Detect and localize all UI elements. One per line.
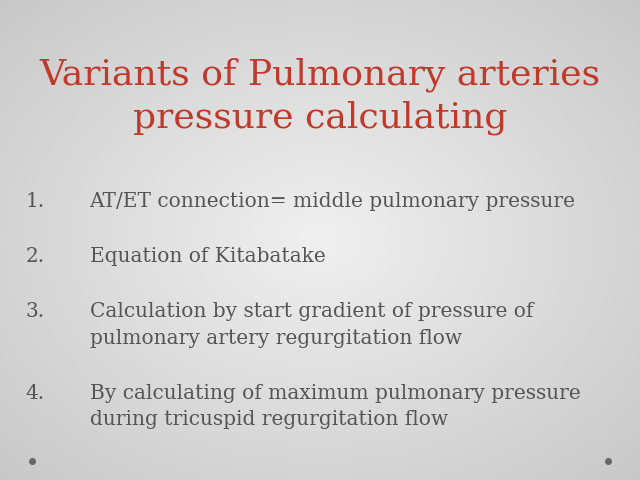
Text: 3.: 3. bbox=[26, 302, 45, 322]
Text: 2.: 2. bbox=[26, 247, 45, 266]
Text: Calculation by start gradient of pressure of: Calculation by start gradient of pressur… bbox=[90, 302, 533, 322]
Text: AT/ET connection= middle pulmonary pressure: AT/ET connection= middle pulmonary press… bbox=[90, 192, 575, 211]
Text: By calculating of maximum pulmonary pressure: By calculating of maximum pulmonary pres… bbox=[90, 384, 580, 403]
Text: during tricuspid regurgitation flow: during tricuspid regurgitation flow bbox=[90, 410, 448, 430]
Text: pulmonary artery regurgitation flow: pulmonary artery regurgitation flow bbox=[90, 329, 461, 348]
Text: 1.: 1. bbox=[26, 192, 45, 211]
Text: 4.: 4. bbox=[26, 384, 45, 403]
Text: Variants of Pulmonary arteries
pressure calculating: Variants of Pulmonary arteries pressure … bbox=[40, 58, 600, 135]
Text: Equation of Kitabatake: Equation of Kitabatake bbox=[90, 247, 325, 266]
